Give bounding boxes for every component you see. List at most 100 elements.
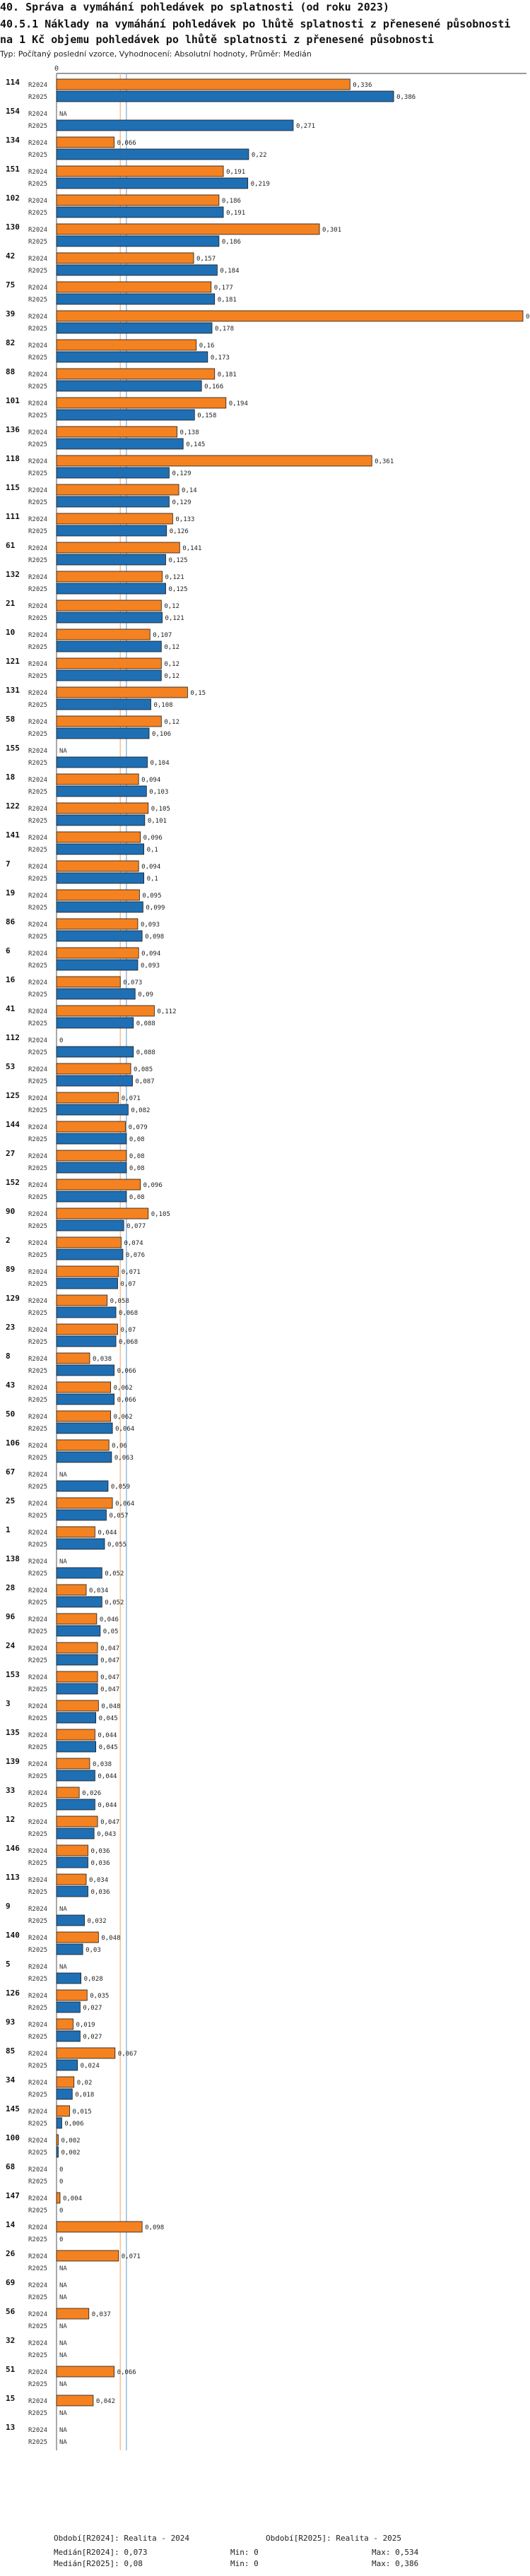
group-id-label: 140 — [6, 1931, 20, 1940]
series-label-r2025: R2025 — [28, 1976, 47, 1983]
series-label-r2024: R2024 — [28, 545, 47, 552]
series-label-r2024: R2024 — [28, 2311, 47, 2318]
bar-r2024 — [56, 281, 212, 293]
bar-r2025 — [56, 930, 143, 942]
group-id-label: 16 — [6, 975, 16, 984]
group-id-label: 14 — [6, 2220, 16, 2229]
data-label-r2024: 0,048 — [101, 1935, 120, 1942]
series-label-r2024: R2024 — [28, 1356, 47, 1363]
group-id-label: 41 — [6, 1004, 16, 1013]
group-id-label: 67 — [6, 1467, 15, 1477]
group-id-label: 10 — [6, 628, 15, 637]
group-id-label: 32 — [6, 2336, 15, 2345]
bar-r2025 — [56, 2030, 81, 2042]
bar-r2024 — [56, 600, 162, 612]
bar-r2024 — [56, 310, 524, 322]
data-label-r2025: 0,108 — [153, 702, 172, 709]
series-label-r2024: R2024 — [28, 2080, 47, 2087]
bar-r2025 — [56, 1277, 118, 1289]
series-label-r2025: R2025 — [28, 876, 47, 883]
group-id-label: 28 — [6, 1583, 15, 1592]
data-label-r2025: 0,098 — [145, 934, 164, 941]
series-label-r2025: R2025 — [28, 557, 47, 564]
group-id-label: 112 — [6, 1033, 20, 1042]
group-id-label: 50 — [6, 1409, 15, 1419]
bar-r2024 — [56, 1873, 87, 1885]
series-label-r2024: R2024 — [28, 1443, 47, 1450]
data-label-r2024: 0,066 — [117, 2369, 136, 2376]
bar-r2025 — [56, 640, 162, 652]
series-label-r2024: R2024 — [28, 1993, 47, 2000]
bar-r2024 — [56, 1526, 95, 1538]
series-label-r2024: R2024 — [28, 429, 47, 436]
data-label-r2025: 0,08 — [129, 1165, 145, 1172]
series-label-r2024: R2024 — [28, 2224, 47, 2231]
bar-r2025 — [56, 1335, 117, 1347]
bar-r2025 — [56, 1248, 124, 1260]
data-label-r2024: 0,064 — [115, 1501, 134, 1508]
series-label-r2025: R2025 — [28, 1107, 47, 1114]
group-id-label: 56 — [6, 2307, 16, 2316]
bar-r2025 — [56, 1133, 127, 1145]
bar-r2024 — [56, 802, 149, 814]
series-label-r2024: R2024 — [28, 1848, 47, 1855]
bar-r2025 — [56, 814, 146, 826]
group-id-label: 129 — [6, 1294, 20, 1303]
data-label-r2025: 0,12 — [164, 644, 179, 651]
data-label-r2025: 0,08 — [129, 1194, 145, 1201]
group-id-label: 101 — [6, 396, 20, 405]
bar-r2025 — [56, 698, 151, 710]
series-label-r2024: R2024 — [28, 111, 47, 118]
series-label-r2025: R2025 — [28, 297, 47, 304]
bar-r2024 — [56, 860, 139, 872]
data-label-r2025: 0,027 — [83, 2034, 102, 2041]
series-label-r2024: R2024 — [28, 1906, 47, 1913]
data-label-r2025: 0,045 — [99, 1744, 118, 1751]
group-id-label: 89 — [6, 1265, 15, 1274]
bar-r2025 — [56, 959, 139, 971]
data-label-r2024: 0,094 — [141, 950, 160, 958]
data-label-r2024: 0,096 — [143, 835, 163, 842]
bar-r2024 — [56, 2192, 61, 2204]
series-label-r2024: R2024 — [28, 1385, 47, 1392]
series-label-r2025: R2025 — [28, 1339, 47, 1346]
bar-r2025 — [56, 1162, 127, 1174]
data-label-r2025: 0,1 — [147, 876, 158, 883]
series-label-r2024: R2024 — [28, 2137, 47, 2145]
group-id-label: 151 — [6, 165, 20, 174]
bar-r2024 — [56, 2308, 90, 2320]
group-id-label: 26 — [6, 2249, 16, 2258]
data-label-r2024: 0,015 — [73, 2109, 92, 2116]
bar-r2025 — [56, 785, 147, 797]
data-label-r2024: 0,035 — [90, 1993, 109, 2000]
bar-r2025 — [56, 177, 249, 189]
series-label-r2025: R2025 — [28, 1078, 47, 1085]
series-label-r2025: R2025 — [28, 2236, 47, 2243]
group-id-label: 115 — [6, 483, 20, 492]
bar-r2025 — [56, 1422, 113, 1434]
data-label-r2024: 0,133 — [175, 516, 194, 523]
series-label-r2025: R2025 — [28, 354, 47, 362]
bar-r2025 — [56, 1827, 95, 1839]
series-label-r2024: R2024 — [28, 864, 47, 871]
group-id-label: 132 — [6, 570, 20, 579]
bar-r2024 — [56, 1323, 118, 1335]
na-label: NA — [59, 2340, 67, 2347]
data-label-r2024: 0,191 — [226, 169, 245, 176]
bar-r2025 — [56, 1220, 124, 1232]
bar-r2025 — [56, 1017, 134, 1029]
footer-min-2025: Min: 0 — [230, 2559, 259, 2568]
series-label-r2025: R2025 — [28, 1165, 47, 1172]
na-label: NA — [59, 2282, 67, 2289]
group-id-label: 69 — [6, 2278, 15, 2287]
series-label-r2025: R2025 — [28, 991, 47, 998]
bar-r2025 — [56, 1567, 102, 1579]
series-label-r2025: R2025 — [28, 326, 47, 333]
series-label-r2024: R2024 — [28, 1124, 47, 1131]
bar-r2024 — [56, 2395, 94, 2407]
group-id-label: 135 — [6, 1728, 20, 1737]
data-label-r2025: 0,045 — [99, 1715, 118, 1722]
bar-r2025 — [56, 496, 170, 508]
data-label-r2025: 0,055 — [107, 1542, 126, 1549]
group-id-label: 131 — [6, 686, 20, 695]
